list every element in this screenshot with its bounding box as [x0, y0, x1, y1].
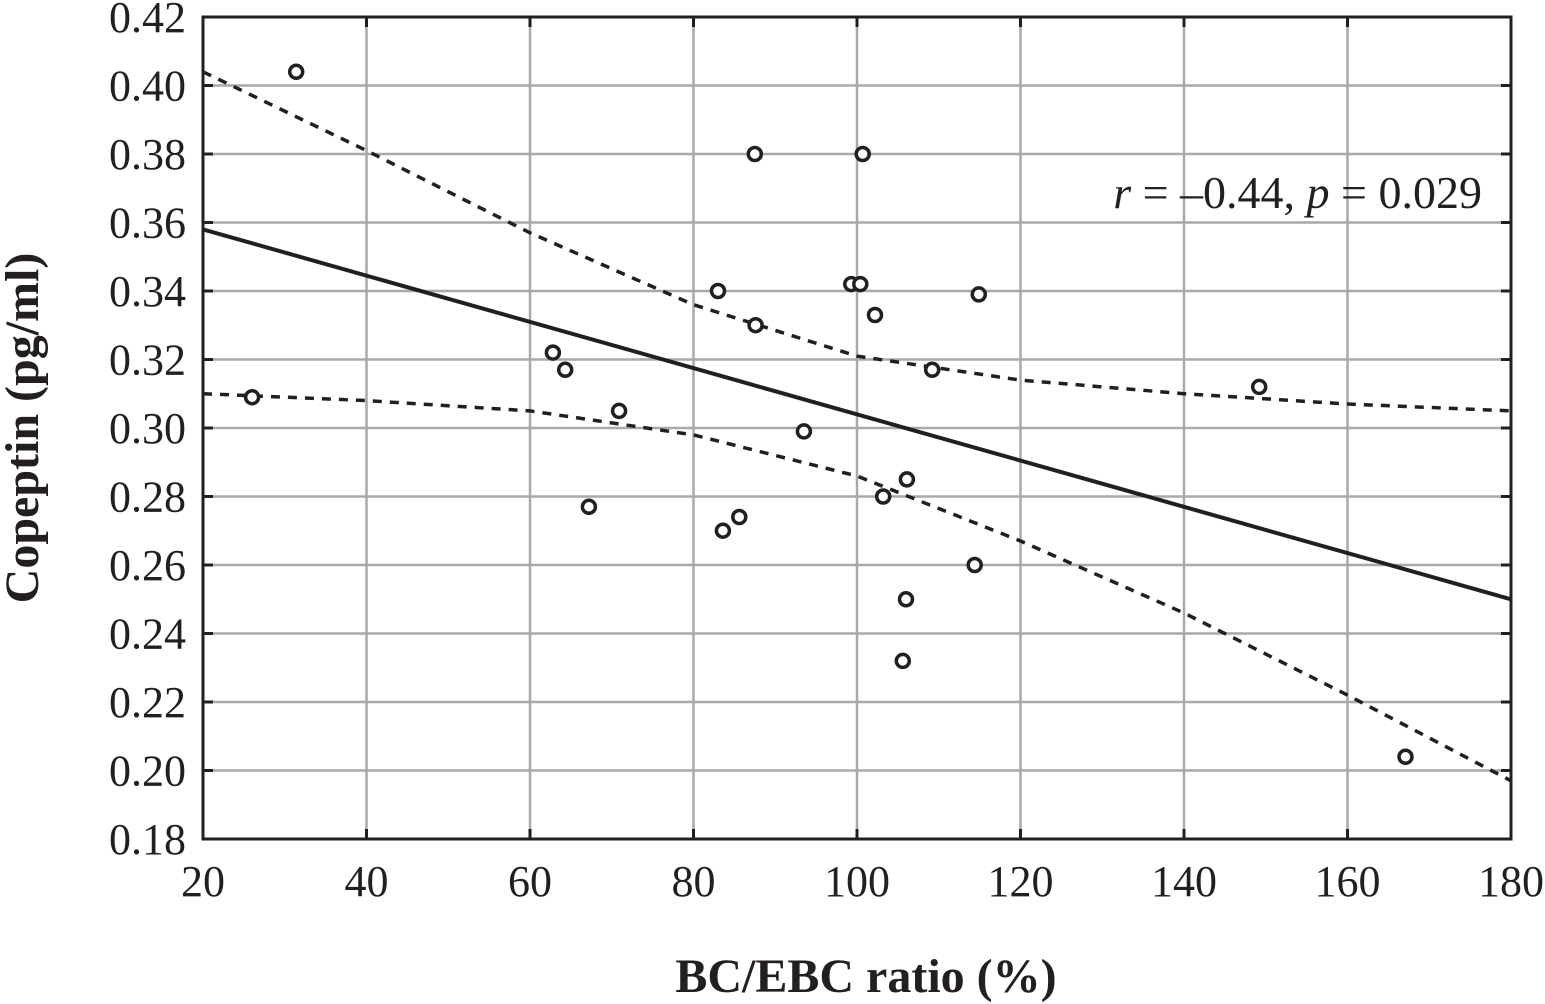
y-tick-label: 0.38 [109, 130, 186, 179]
data-point [580, 498, 598, 516]
data-point [866, 306, 884, 324]
y-tick-labels: 0.18 0.20 0.22 0.24 0.26 0.28 0.30 0.32 0.34 0.36… [109, 0, 186, 864]
fit-lines [202, 70, 1512, 783]
x-tick-label: 160 [1315, 857, 1381, 906]
data-point [897, 591, 915, 608]
y-tick-label: 0.24 [109, 610, 186, 659]
y-tick-label: 0.40 [109, 62, 186, 111]
data-point [243, 388, 261, 406]
x-tick-labels: 20 40 60 80 100 120 140 160 180 [181, 857, 1544, 906]
x-tick-label: 60 [508, 857, 552, 906]
y-tick-label: 0.32 [109, 336, 186, 385]
y-tick-label: 0.20 [109, 747, 186, 796]
data-point [970, 286, 988, 303]
data-point [966, 556, 983, 574]
x-tick-label: 20 [181, 857, 225, 906]
y-tick-label: 0.28 [109, 473, 186, 522]
data-point [731, 508, 748, 526]
data-point [1250, 378, 1268, 396]
data-point [287, 63, 305, 81]
y-tick-label: 0.36 [109, 199, 186, 248]
r-value-text: = –0.44, [1131, 167, 1306, 218]
x-tick-label: 140 [1151, 857, 1217, 906]
x-tick-label: 120 [988, 857, 1054, 906]
y-tick-label: 0.26 [109, 541, 186, 590]
correlation-annotation: r = –0.44, p = 0.029 [1113, 167, 1482, 218]
y-tick-label: 0.42 [109, 0, 186, 42]
data-point [894, 652, 912, 670]
data-point [709, 282, 727, 300]
x-tick-label: 40 [345, 857, 389, 906]
data-point [610, 402, 628, 420]
data-point [852, 275, 869, 293]
x-tick-label: 100 [824, 857, 890, 906]
data-point [923, 361, 941, 379]
data-point [544, 344, 562, 361]
x-axis-title: BC/EBC ratio (%) [675, 950, 1056, 1003]
data-point [1397, 748, 1414, 766]
r-symbol: r [1113, 167, 1132, 218]
data-point [854, 145, 871, 163]
y-axis-title: Copeptin (pg/ml) [0, 253, 49, 604]
data-point [898, 471, 916, 488]
data-point [795, 423, 813, 440]
p-symbol: p [1304, 167, 1330, 218]
data-point [874, 488, 892, 505]
x-tick-label: 80 [672, 857, 716, 906]
y-tick-label: 0.22 [109, 678, 186, 727]
plot-frame [201, 15, 1513, 841]
data-point [746, 145, 764, 163]
confidence-band-upper [202, 70, 1512, 413]
p-value-text: = 0.029 [1330, 167, 1482, 218]
data-point [747, 316, 764, 334]
data-point [556, 361, 574, 379]
y-tick-label: 0.18 [109, 815, 186, 864]
y-tick-label: 0.30 [109, 404, 186, 453]
y-tick-label: 0.34 [109, 267, 186, 316]
data-points [243, 63, 1414, 766]
x-tick-label: 180 [1478, 857, 1544, 906]
regression-line [202, 227, 1512, 602]
data-point [714, 522, 732, 539]
